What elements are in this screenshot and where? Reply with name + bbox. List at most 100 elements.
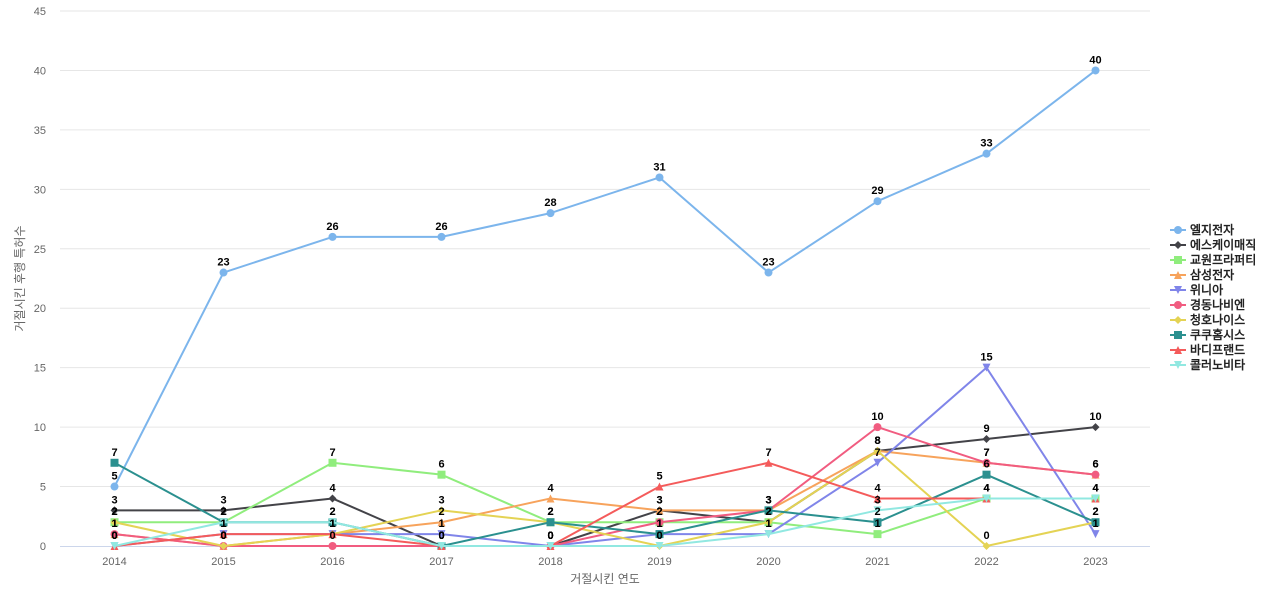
data-label: 2: [765, 506, 771, 518]
data-label: 4: [547, 482, 554, 494]
legend-marker: [1174, 226, 1182, 234]
data-label: 4: [983, 482, 990, 494]
y-tick-label: 35: [34, 125, 46, 137]
data-point: [873, 446, 882, 455]
legend-marker: [1174, 361, 1182, 369]
data-label: 3: [438, 494, 444, 506]
data-label: 7: [111, 447, 117, 459]
y-tick-label: 10: [34, 422, 46, 434]
data-label: 0: [983, 530, 989, 542]
series-1: [110, 66, 1100, 491]
x-tick-label: 2014: [102, 556, 126, 568]
data-point: [982, 435, 991, 443]
data-label: 2: [656, 506, 662, 518]
data-label: 1: [111, 518, 117, 530]
data-label: 2: [547, 506, 553, 518]
data-point: [982, 363, 991, 372]
x-tick-label: 2022: [974, 556, 998, 568]
data-label: 0: [547, 530, 553, 542]
data-point: [219, 506, 228, 515]
data-point: [328, 518, 337, 527]
data-point: [1091, 518, 1100, 527]
data-label: 3: [656, 494, 662, 506]
grid-lines: [60, 10, 1150, 488]
data-label: 2: [656, 506, 662, 518]
y-tick-label: 30: [34, 184, 46, 196]
data-label: 1: [329, 518, 335, 530]
legend-item: 청호나이스: [1170, 312, 1245, 327]
data-label: 1: [329, 518, 335, 530]
data-label: 2: [765, 506, 771, 518]
data-point: [437, 506, 446, 515]
data-label: 2: [220, 506, 226, 518]
data-label: 10: [1089, 411, 1101, 423]
data-point: [110, 542, 119, 550]
data-label: 1: [220, 518, 226, 530]
data-point: [873, 494, 882, 503]
data-point: [764, 506, 773, 515]
y-axis-title: 거절시킨 후행 특허수: [12, 225, 27, 331]
legend-marker: [1174, 331, 1182, 339]
data-label: 3: [874, 494, 880, 506]
data-label: 1: [438, 518, 444, 530]
data-point: [437, 232, 446, 241]
data-point: [982, 494, 991, 503]
legend-marker: [1174, 301, 1182, 309]
legend-item: 삼성전자: [1170, 267, 1234, 282]
data-point: [982, 470, 991, 479]
data-point: [437, 542, 446, 550]
data-label: 2: [220, 506, 226, 518]
y-tick-label: 45: [34, 6, 46, 18]
data-label: 0: [220, 530, 226, 542]
data-point: [437, 518, 446, 527]
data-label: 28: [544, 197, 556, 209]
data-point: [982, 542, 991, 550]
legend-label: 에스케이매직: [1190, 237, 1256, 252]
data-point: [110, 458, 119, 467]
legend-marker: [1174, 316, 1182, 324]
series-line: [114, 497, 1096, 547]
data-label: 6: [1092, 459, 1098, 471]
data-label: 2: [329, 506, 335, 518]
data-point: [546, 494, 555, 503]
data-label: 8: [874, 435, 880, 447]
data-point: [219, 268, 228, 277]
data-label: 2: [329, 506, 335, 518]
data-label: 4: [329, 482, 336, 494]
data-point: [219, 542, 228, 550]
data-label: 1: [765, 518, 771, 530]
data-label: 10: [871, 411, 883, 423]
data-label: 7: [983, 447, 989, 459]
data-point: [1091, 494, 1100, 503]
data-point: [873, 530, 882, 539]
series-line: [113, 69, 1097, 488]
data-point: [1091, 530, 1100, 539]
data-label: 7: [329, 447, 335, 459]
legend-label: 삼성전자: [1190, 267, 1234, 282]
x-tick-label: 2018: [538, 556, 562, 568]
data-label: 8: [874, 435, 880, 447]
data-label: 5: [656, 471, 662, 483]
legend-item: 에스케이매직: [1170, 237, 1256, 252]
data-label: 4: [874, 482, 881, 494]
data-label: 0: [547, 530, 553, 542]
data-label: 2: [111, 506, 117, 518]
data-label: 6: [438, 459, 444, 471]
y-tick-label: 0: [40, 541, 46, 553]
data-point: [110, 518, 119, 527]
x-axis-ticks: 2014 2015 2016 2017 2018 2019 2020 2021 2022 2023: [102, 556, 1107, 568]
legend-item: 콜러노비타: [1170, 357, 1245, 372]
data-label: 5: [111, 471, 117, 483]
data-label: 8: [874, 435, 880, 447]
data-label: 7: [765, 447, 771, 459]
data-label: 0: [438, 530, 444, 542]
y-tick-label: 40: [34, 65, 46, 77]
data-point: [328, 530, 337, 539]
x-tick-label: 2019: [647, 556, 671, 568]
data-label: 3: [111, 494, 117, 506]
data-label: 4: [1092, 482, 1099, 494]
data-label: 0: [438, 530, 444, 542]
legend-label: 바디프랜드: [1190, 342, 1245, 357]
data-point: [982, 149, 991, 158]
